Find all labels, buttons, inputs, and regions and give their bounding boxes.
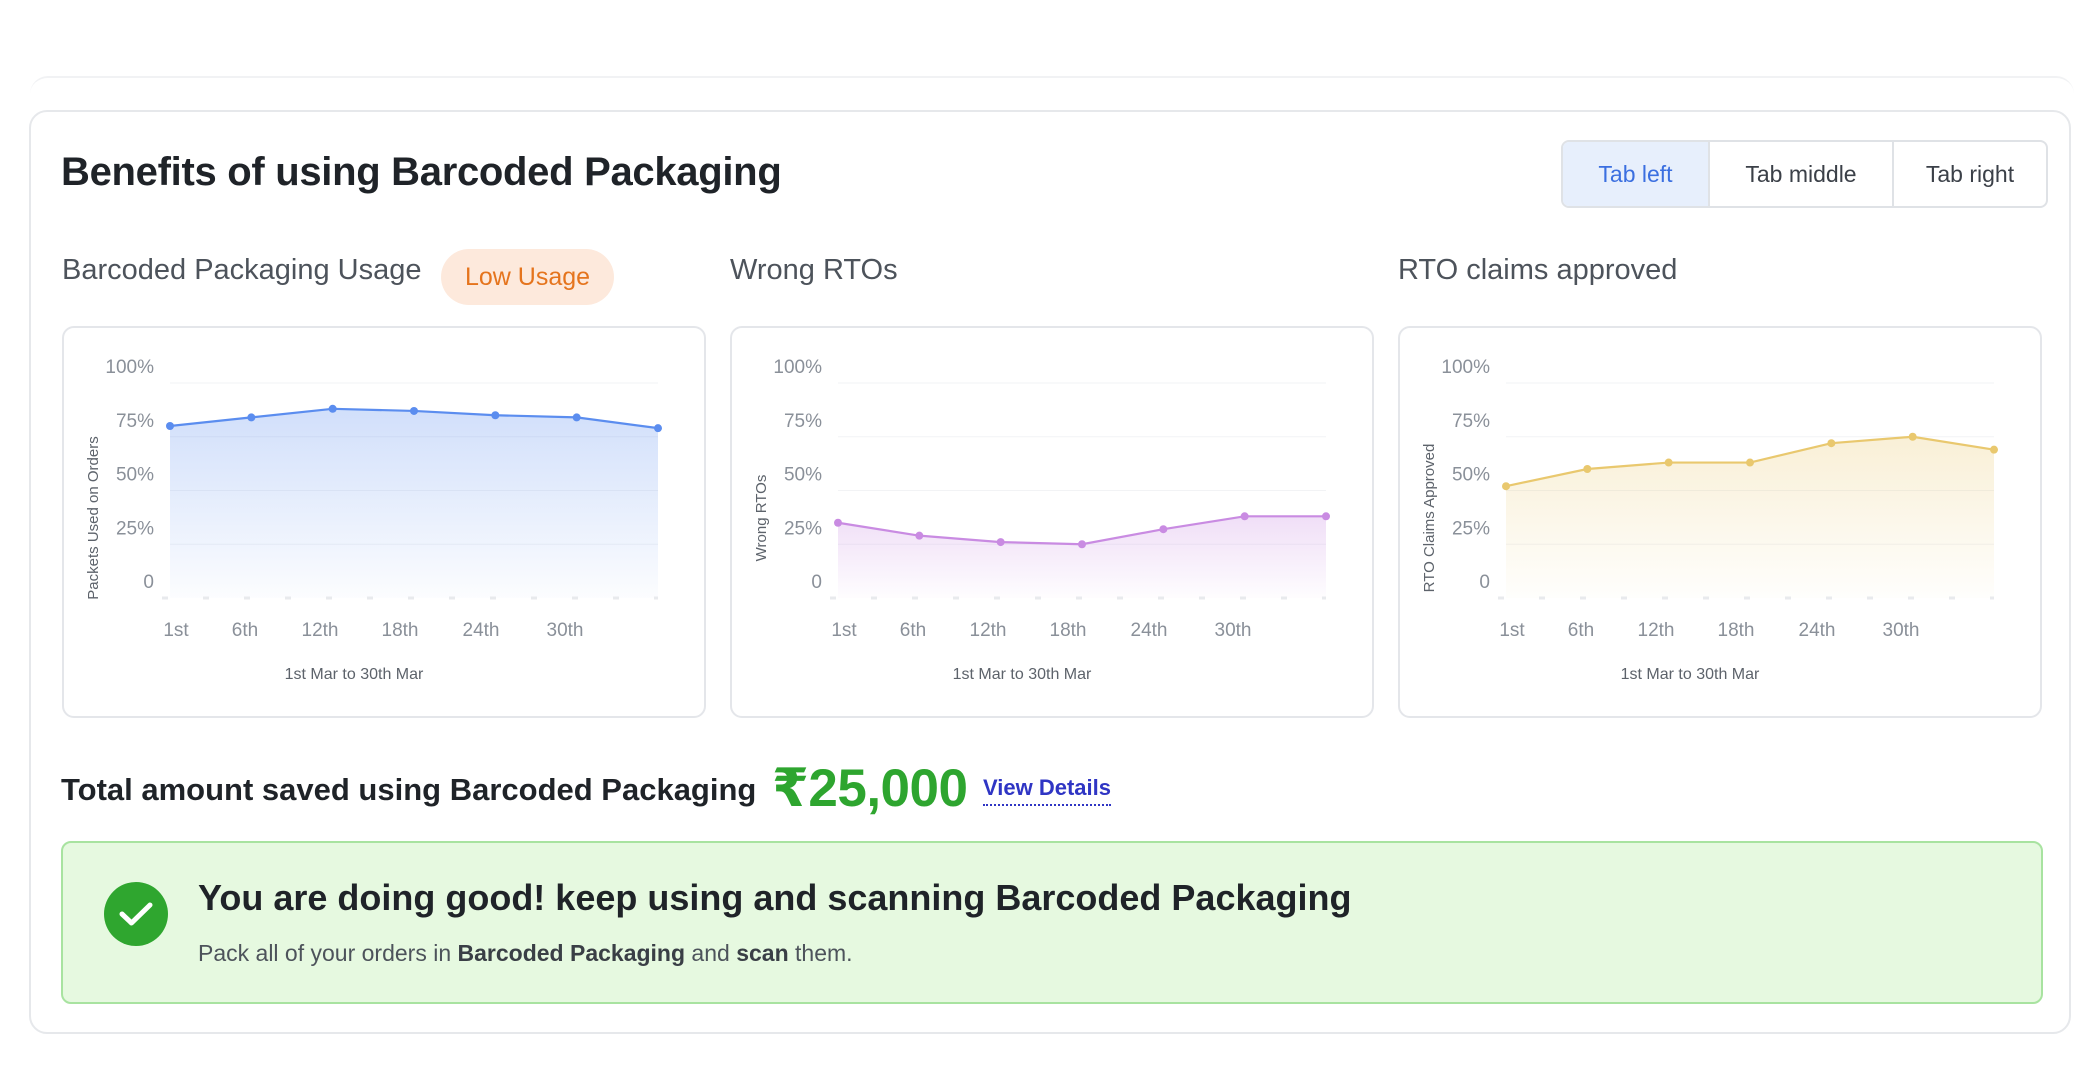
y-tick-label: 75% (784, 411, 822, 432)
x-axis-label: 1st Mar to 30th Mar (953, 666, 1092, 683)
data-point (1240, 512, 1249, 521)
x-tick-label: 1st (163, 620, 189, 641)
savings-label: Total amount saved using Barcoded Packag… (61, 772, 757, 807)
rto-claims-chart-title: RTO claims approved (1398, 254, 1678, 286)
data-point (1502, 482, 1510, 491)
tab-middle[interactable]: Tab middle (1708, 142, 1892, 206)
data-point (834, 518, 842, 527)
y-tick-label: 25% (1452, 518, 1490, 539)
y-axis-label: Wrong RTOs (753, 475, 770, 562)
data-point (328, 404, 337, 413)
x-tick-label: 12th (970, 620, 1007, 641)
data-point (247, 413, 256, 422)
x-tick-label: 6th (232, 620, 258, 641)
x-tick-label: 1st (831, 620, 857, 641)
y-tick-label: 0 (811, 572, 822, 593)
y-tick-label: 25% (784, 518, 822, 539)
view-details-link[interactable]: View Details (983, 775, 1111, 806)
y-tick-label: 50% (784, 465, 822, 486)
x-tick-label: 1st (1499, 620, 1525, 641)
x-tick-label: 18th (1050, 620, 1087, 641)
data-point (654, 424, 662, 433)
previous-card-edge (30, 76, 2074, 98)
y-tick-label: 50% (116, 465, 154, 486)
data-point (491, 411, 500, 420)
x-tick-label: 12th (1638, 620, 1675, 641)
x-tick-label: 6th (900, 620, 926, 641)
y-tick-label: 75% (116, 411, 154, 432)
series-area (170, 408, 658, 598)
data-point (1159, 525, 1168, 534)
x-tick-label: 18th (1718, 620, 1755, 641)
tab-right[interactable]: Tab right (1892, 142, 2046, 206)
banner-subtitle: Pack all of your orders in Barcoded Pack… (198, 940, 853, 966)
y-tick-label: 100% (773, 357, 822, 378)
wrong-rtos-chart: 100% 75% 50% 25% 0 1st 6th 12th 18th 24th 30th 1st … (730, 326, 1374, 718)
data-point (1746, 458, 1754, 467)
data-point (572, 413, 581, 422)
x-tick-label: 24th (1131, 620, 1168, 641)
data-point (1322, 512, 1330, 521)
x-tick-label: 12th (302, 620, 339, 641)
page-title: Benefits of using Barcoded Packaging (61, 150, 782, 194)
success-banner: You are doing good! keep using and scann… (61, 841, 2043, 1004)
y-axis-label: Packets Used on Orders (85, 436, 102, 599)
check-circle-icon (104, 882, 168, 946)
series-area (1506, 436, 1994, 598)
usage-chart-title: Barcoded Packaging Usage (62, 254, 422, 286)
x-tick-label: 6th (1568, 620, 1594, 641)
data-point (410, 406, 418, 415)
low-usage-badge: Low Usage (441, 249, 614, 305)
tab-group: Tab left Tab middle Tab right (1561, 140, 2048, 208)
x-axis-label: 1st Mar to 30th Mar (1621, 666, 1760, 683)
data-point (1664, 458, 1673, 467)
savings-amount: ₹25,000 (772, 759, 968, 818)
x-tick-label: 24th (1799, 620, 1836, 641)
y-tick-label: 25% (116, 518, 154, 539)
x-tick-label: 30th (1215, 620, 1252, 641)
data-point (1827, 439, 1836, 448)
y-tick-label: 50% (1452, 465, 1490, 486)
x-tick-label: 24th (463, 620, 500, 641)
usage-chart-svg: 100% 75% 50% 25% 0 1st 6th 12th 18th 24th 30th 1st … (85, 357, 662, 683)
rto-claims-chart: 100% 75% 50% 25% 0 1st 6th 12th 18th 24th 30th 1st … (1398, 326, 2042, 718)
wrong-rtos-chart-title: Wrong RTOs (730, 254, 898, 286)
wrong-rtos-chart-svg: 100% 75% 50% 25% 0 1st 6th 12th 18th 24th 30th 1st … (753, 357, 1330, 683)
banner-title: You are doing good! keep using and scann… (198, 877, 1352, 918)
data-point (1908, 432, 1917, 441)
x-axis-label: 1st Mar to 30th Mar (285, 666, 424, 683)
data-point (1078, 540, 1086, 549)
y-tick-label: 0 (143, 572, 154, 593)
y-axis-label: RTO Claims Approved (1421, 444, 1438, 593)
tab-left[interactable]: Tab left (1563, 142, 1708, 206)
benefits-card (29, 110, 2071, 1034)
x-tick-label: 18th (382, 620, 419, 641)
rto-claims-chart-svg: 100% 75% 50% 25% 0 1st 6th 12th 18th 24th 30th 1st … (1421, 357, 1998, 683)
y-tick-label: 100% (105, 357, 154, 378)
y-tick-label: 75% (1452, 411, 1490, 432)
x-tick-label: 30th (547, 620, 584, 641)
x-tick-label: 30th (1883, 620, 1920, 641)
data-point (1990, 445, 1998, 454)
series-area (838, 516, 1326, 598)
y-tick-label: 100% (1441, 357, 1490, 378)
data-point (915, 531, 924, 540)
usage-chart: 100% 75% 50% 25% 0 1st 6th 12th 18th 24th 30th 1st … (62, 326, 706, 718)
data-point (166, 422, 174, 430)
data-point (1583, 465, 1592, 473)
y-tick-label: 0 (1479, 572, 1490, 593)
data-point (996, 538, 1005, 547)
